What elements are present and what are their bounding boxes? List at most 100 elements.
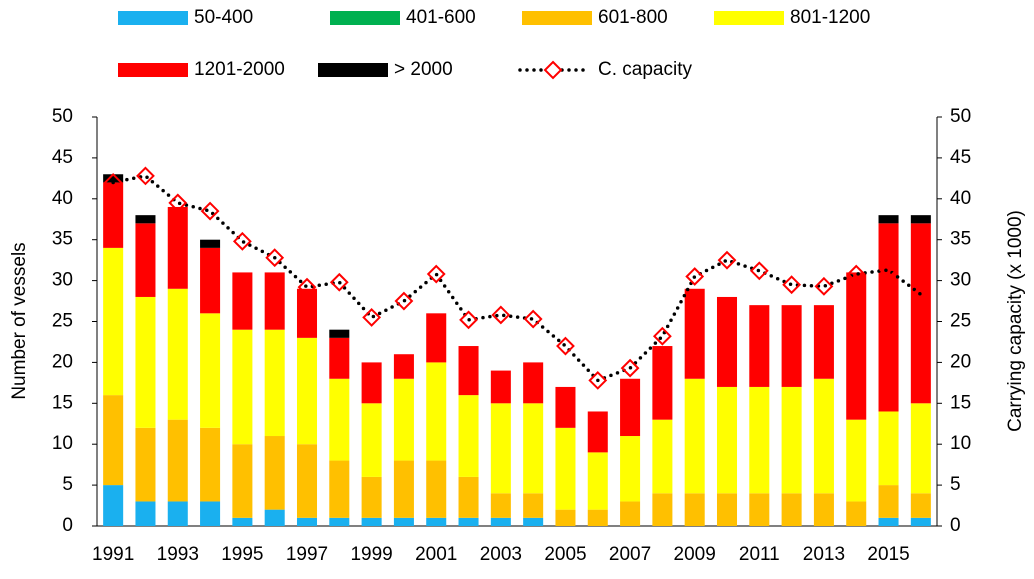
legend-swatch [118, 11, 188, 25]
bar-segment [716, 386, 738, 494]
bar-segment [652, 493, 673, 526]
x-tick-label: 2015 [867, 544, 909, 565]
bar-segment [878, 485, 899, 518]
legend-swatch [118, 63, 188, 77]
y-axis-label: Number of vessels [9, 242, 30, 399]
bar-segment [103, 182, 124, 248]
bar-segment [749, 493, 770, 526]
bar-segment [167, 206, 188, 289]
y2-tick-label: 15 [950, 392, 971, 413]
bar-segment [878, 215, 899, 224]
bar-segment [523, 517, 544, 526]
bar-segment [781, 386, 802, 494]
bar-segment [296, 444, 318, 518]
x-tick-label: 2013 [803, 544, 845, 565]
capacity-marker [685, 267, 705, 286]
bar-segment [426, 460, 447, 518]
y-tick-label: 30 [52, 270, 73, 291]
y2-tick-label: 20 [950, 351, 971, 372]
capacity-marker [297, 277, 317, 297]
bar-segment [749, 386, 770, 494]
capacity-marker [588, 370, 608, 390]
bar-segment [910, 403, 931, 494]
capacity-marker [814, 276, 834, 296]
bar-segment [103, 485, 124, 526]
legend-swatch [330, 11, 400, 25]
bar-segment [426, 362, 447, 461]
x-tick-label: 2003 [480, 544, 522, 565]
legend-label: 801-1200 [790, 7, 870, 28]
legend-label: 601-800 [598, 7, 668, 28]
bar-segment [167, 288, 188, 420]
bar-segment [200, 239, 221, 248]
bar-segment [523, 493, 544, 518]
capacity-marker [136, 166, 155, 186]
x-tick-label: 1993 [157, 544, 199, 565]
bar-segment [232, 444, 253, 518]
legend-marker [543, 60, 563, 80]
bar-segment [393, 378, 414, 461]
bar-segment [490, 370, 511, 404]
capacity-marker [911, 285, 931, 304]
bar-segment [910, 517, 931, 526]
bar-segment [716, 493, 738, 526]
y2-tick-label: 50 [950, 106, 971, 127]
y-tick-label: 5 [62, 474, 73, 495]
bar-segment [135, 427, 156, 502]
capacity-marker [523, 309, 543, 329]
y-tick-label: 15 [52, 392, 73, 413]
x-tick-label: 1995 [221, 544, 263, 565]
bar-segment [490, 493, 511, 518]
bar-segment [878, 517, 899, 526]
capacity-marker [232, 231, 252, 251]
bar-segment [232, 517, 253, 526]
capacity-marker [362, 307, 382, 327]
bar-segment [103, 247, 124, 396]
bar-segment [620, 436, 641, 502]
bar-segment [329, 460, 350, 518]
y2-tick-label: 10 [950, 433, 971, 454]
bar-segment [523, 403, 544, 494]
bar-segment [329, 329, 350, 338]
capacity-marker [459, 310, 478, 330]
bar-segment [652, 346, 673, 420]
y-tick-label: 45 [52, 147, 73, 168]
bar-segment [329, 517, 350, 526]
y-tick-label: 0 [62, 515, 73, 536]
y2-tick-label: 40 [950, 188, 971, 209]
bar-segment [749, 305, 770, 387]
y-tick-label: 20 [52, 351, 73, 372]
capacity-marker [168, 193, 188, 213]
bar-segment [361, 403, 382, 477]
bar-segment [361, 362, 382, 404]
bar-segment [555, 386, 576, 428]
capacity-marker [394, 291, 414, 311]
capacity-marker [491, 305, 511, 325]
y-tick-label: 40 [52, 188, 73, 209]
bar-segment [910, 493, 931, 518]
bar-segment [200, 501, 221, 526]
bar-segment [813, 493, 834, 526]
capacity-marker [265, 248, 285, 268]
y2-tick-label: 25 [950, 311, 971, 332]
bar-segment [846, 501, 867, 526]
bar-segment [684, 493, 705, 526]
legend-label: 401-600 [406, 7, 476, 28]
bar-segment [458, 517, 479, 526]
bar-segment [587, 452, 608, 510]
x-tick-label: 1991 [92, 544, 134, 565]
bar-segment [361, 517, 382, 526]
bar-segment [878, 411, 899, 486]
legend-label: C. capacity [598, 59, 692, 80]
bar-segment [846, 419, 867, 502]
y2-tick-label: 45 [950, 147, 971, 168]
y-tick-label: 50 [52, 106, 73, 127]
y-tick-label: 10 [52, 433, 73, 454]
bar-segment [135, 223, 156, 297]
bar-segment [781, 493, 802, 526]
bar-segment [264, 329, 285, 437]
bar-segment [716, 296, 738, 387]
y-tick-label: 25 [52, 311, 73, 332]
bar-segment [458, 476, 479, 518]
